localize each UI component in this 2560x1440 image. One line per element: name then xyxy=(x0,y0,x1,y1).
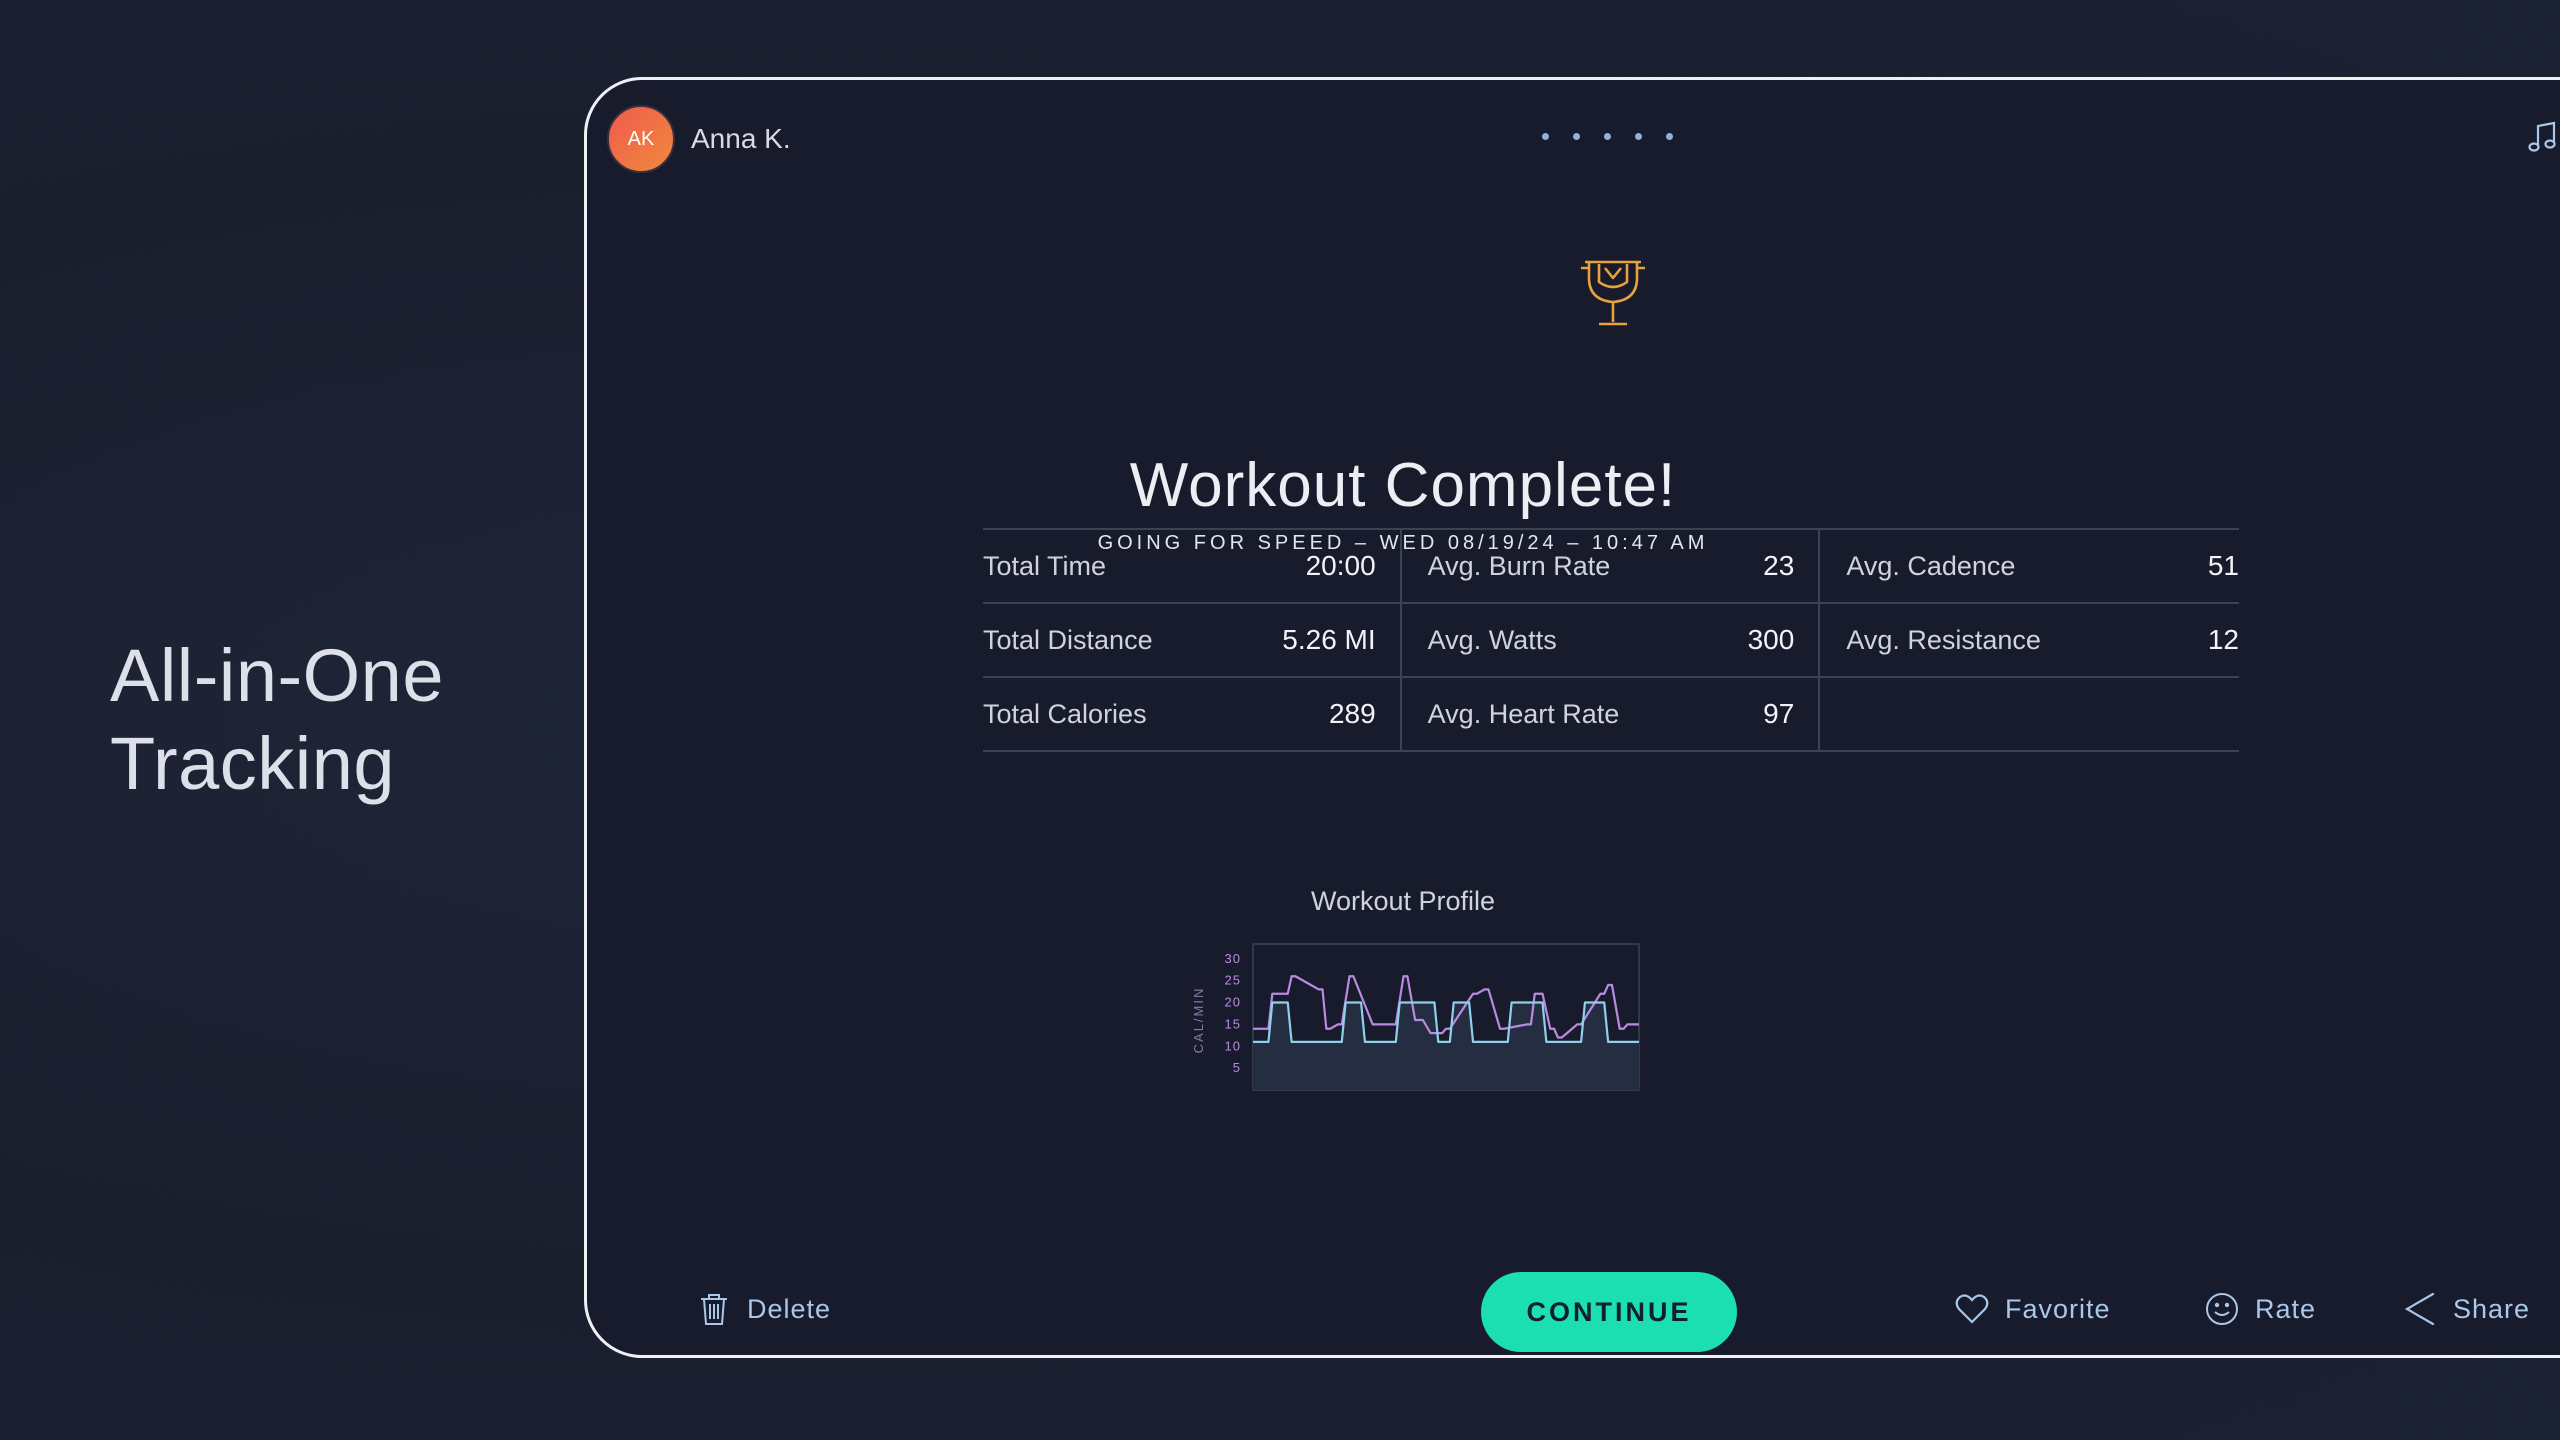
stat-label: Avg. Watts xyxy=(1427,624,1557,655)
share-label: Share xyxy=(2453,1293,2531,1324)
music-note-icon[interactable] xyxy=(2523,118,2560,158)
y-tick-label: 20 xyxy=(1225,995,1241,1010)
tablet-frame: AK Anna K. Workout Complete! GOING FOR xyxy=(584,77,2560,1358)
stat-label: Avg. Burn Rate xyxy=(1427,550,1611,581)
rate-button[interactable]: Rate xyxy=(2203,1290,2316,1328)
stat-avg-resistance: Avg. Resistance 12 xyxy=(1820,604,2239,678)
page-dot xyxy=(1604,133,1611,140)
stat-label: Total Distance xyxy=(983,624,1153,655)
chart-title: Workout Profile xyxy=(1310,886,1496,916)
stat-total-distance: Total Distance 5.26 MI xyxy=(983,604,1402,678)
heart-icon xyxy=(1955,1294,1989,1324)
y-axis-label: CAL/MIN xyxy=(1191,987,1206,1054)
page-dot xyxy=(1635,133,1642,140)
stat-value: 23 xyxy=(1763,550,1795,581)
series-line-2 xyxy=(1253,1001,1639,1043)
trash-icon xyxy=(701,1294,727,1325)
stat-value: 51 xyxy=(2207,550,2239,581)
y-tick-label: 15 xyxy=(1225,1016,1241,1031)
page-dot xyxy=(1666,133,1673,140)
stat-value: 12 xyxy=(2207,624,2239,655)
stat-value: 289 xyxy=(1328,698,1376,729)
stat-avg-burn-rate: Avg. Burn Rate 23 xyxy=(1401,530,1821,604)
avatar[interactable]: AK xyxy=(607,105,675,173)
rate-label: Rate xyxy=(2255,1293,2317,1324)
series-area xyxy=(1253,1002,1639,1090)
user-name: Anna K. xyxy=(691,123,791,154)
page-dot xyxy=(1573,133,1580,140)
favorite-label: Favorite xyxy=(2005,1293,2111,1324)
share-button[interactable]: Share xyxy=(2401,1290,2530,1328)
share-icon xyxy=(2404,1292,2435,1326)
stat-label: Total Calories xyxy=(983,698,1147,729)
y-tick-label: 25 xyxy=(1225,973,1241,988)
stat-avg-watts: Avg. Watts 300 xyxy=(1401,604,1821,678)
stat-value: 5.26 MI xyxy=(1282,624,1376,655)
stat-value: 20:00 xyxy=(1305,550,1376,581)
stat-value: 97 xyxy=(1763,698,1795,729)
tagline-line-2: Tracking xyxy=(110,722,396,805)
continue-button[interactable]: CONTINUE xyxy=(1481,1272,1737,1352)
tagline: All-in-One Tracking xyxy=(110,632,444,808)
stat-value: 300 xyxy=(1747,624,1795,655)
stats-table: Total Time 20:00 Avg. Burn Rate 23 Avg. Ca… xyxy=(983,528,2239,752)
stat-total-time: Total Time 20:00 xyxy=(983,530,1402,604)
page-dot xyxy=(1542,133,1549,140)
y-tick-label: 10 xyxy=(1225,1038,1241,1053)
delete-button[interactable]: Delete xyxy=(695,1290,831,1328)
y-tick-label: 5 xyxy=(1233,1060,1241,1075)
favorite-button[interactable]: Favorite xyxy=(1953,1290,2111,1328)
delete-label: Delete xyxy=(747,1293,832,1324)
user-profile[interactable]: AK Anna K. xyxy=(607,105,791,173)
series-line-1 xyxy=(1253,975,1639,1039)
stat-label: Avg. Cadence xyxy=(1846,550,2016,581)
stat-label: Avg. Heart Rate xyxy=(1427,698,1620,729)
media-controls xyxy=(2523,118,2560,158)
workout-profile-chart: 5 10 15 20 25 30 CAL/MIN xyxy=(1191,943,1640,1091)
stat-total-calories: Total Calories 289 xyxy=(983,678,1402,752)
y-tick-label: 30 xyxy=(1225,951,1241,966)
page-indicator xyxy=(1542,133,1673,140)
page-title: Workout Complete! xyxy=(1129,451,1677,520)
smiley-icon xyxy=(2206,1293,2238,1325)
stat-avg-cadence: Avg. Cadence 51 xyxy=(1820,530,2239,604)
trophy-icon xyxy=(1581,260,1645,326)
stat-avg-heart-rate: Avg. Heart Rate 97 xyxy=(1401,678,1821,752)
tagline-line-1: All-in-One xyxy=(110,634,444,717)
stat-label: Total Time xyxy=(983,550,1107,581)
stat-empty xyxy=(1820,678,2239,752)
stat-label: Avg. Resistance xyxy=(1846,624,2041,655)
